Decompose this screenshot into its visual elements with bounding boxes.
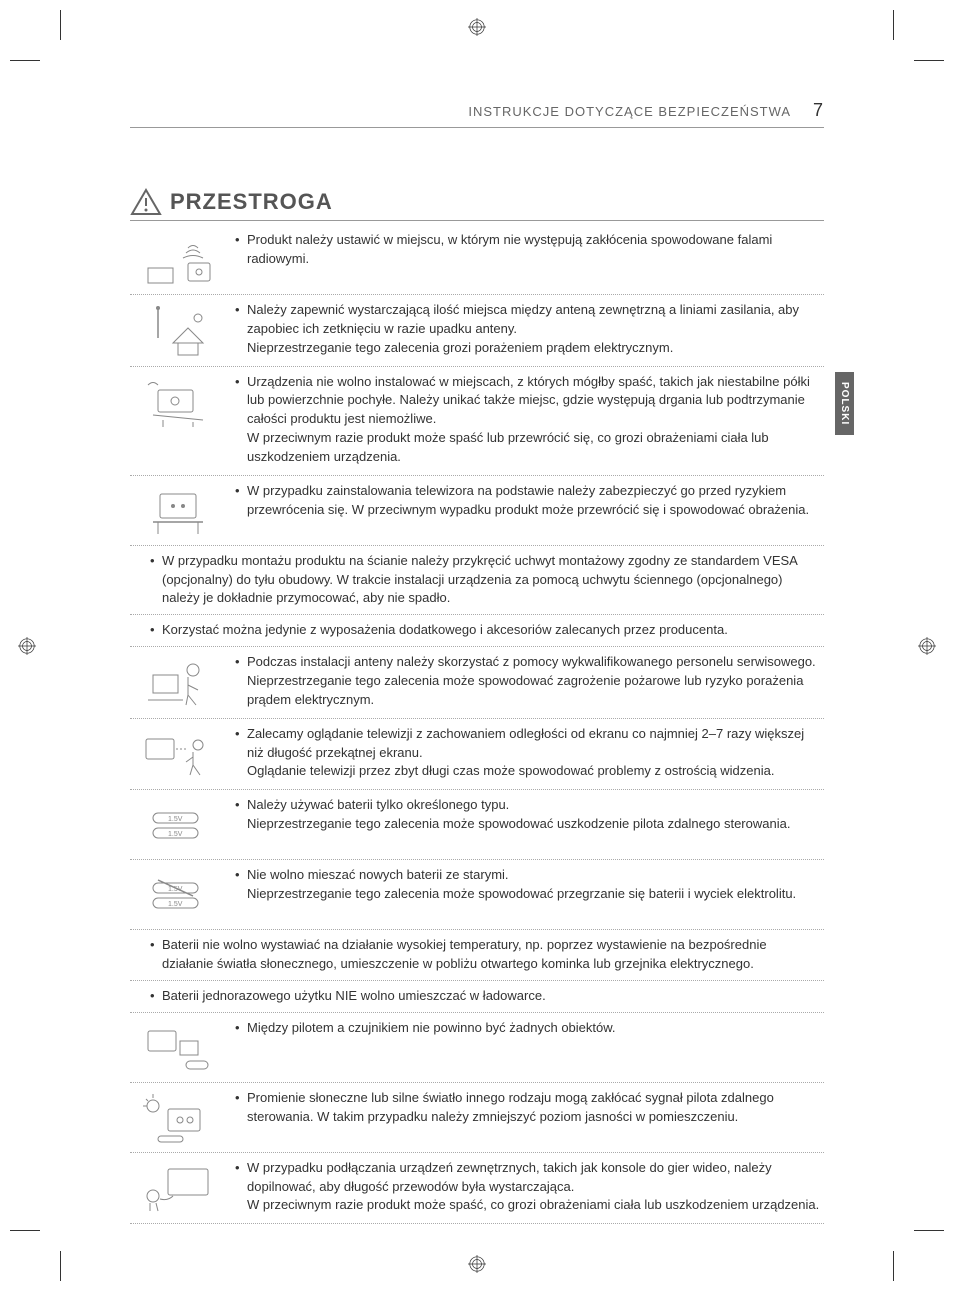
- caution-bullet: Zalecamy oglądanie telewizji z zachowani…: [235, 725, 824, 782]
- tv-stand-icon: [130, 482, 225, 539]
- caution-item-text: Podczas instalacji anteny należy skorzys…: [225, 653, 824, 712]
- caution-bullet: Urządzenia nie wolno instalować w miejsc…: [235, 373, 824, 467]
- caution-item: Podczas instalacji anteny należy skorzys…: [130, 647, 824, 719]
- caution-item: Produkt należy ustawić w miejscu, w któr…: [130, 225, 824, 295]
- caution-title: PRZESTROGA: [170, 189, 333, 215]
- caution-item: Urządzenia nie wolno instalować w miejsc…: [130, 367, 824, 476]
- section-title: INSTRUKCJE DOTYCZĄCE BEZPIECZEŃSTWA: [468, 104, 790, 119]
- caution-item-text: Produkt należy ustawić w miejscu, w któr…: [225, 231, 824, 288]
- external-device-icon: [130, 1159, 225, 1218]
- caution-item-text: Należy zapewnić wystarczającą ilość miej…: [225, 301, 824, 360]
- svg-text:1.5V: 1.5V: [168, 901, 183, 908]
- caution-bullet: W przypadku montażu produktu na ścianie …: [150, 552, 804, 609]
- caution-bullet: Nie wolno mieszać nowych baterii ze star…: [235, 866, 824, 904]
- caution-bullet: Promienie słoneczne lub silne światło in…: [235, 1089, 824, 1127]
- sunlight-icon: [130, 1089, 225, 1146]
- page-number: 7: [813, 100, 824, 120]
- antenna-icon: [130, 301, 225, 360]
- page-content: INSTRUKCJE DOTYCZĄCE BEZPIECZEŃSTWA 7 PR…: [0, 0, 954, 1284]
- caution-bullet: Baterii jednorazowego użytku NIE wolno u…: [150, 987, 804, 1006]
- caution-item: 1.5V 1.5V Należy używać baterii tylko okre…: [130, 790, 824, 860]
- caution-item-full: Baterii jednorazowego użytku NIE wolno u…: [130, 981, 824, 1013]
- caution-bullet: W przypadku zainstalowania telewizora na…: [235, 482, 824, 520]
- remote-obstruction-icon: [130, 1019, 225, 1076]
- svg-text:1.5V: 1.5V: [168, 816, 183, 823]
- caution-item: Między pilotem a czujnikiem nie powinno …: [130, 1013, 824, 1083]
- caution-item-text: Promienie słoneczne lub silne światło in…: [225, 1089, 824, 1146]
- page-header: INSTRUKCJE DOTYCZĄCE BEZPIECZEŃSTWA 7: [130, 100, 824, 128]
- caution-item: Należy zapewnić wystarczającą ilość miej…: [130, 295, 824, 367]
- batteries-icon: 1.5V 1.5V: [130, 796, 225, 853]
- caution-bullet: Baterii nie wolno wystawiać na działanie…: [150, 936, 804, 974]
- caution-bullet: Podczas instalacji anteny należy skorzys…: [235, 653, 824, 710]
- unstable-shelf-icon: [130, 373, 225, 469]
- caution-triangle-icon: [130, 188, 162, 216]
- caution-item-text: Należy używać baterii tylko określonego …: [225, 796, 824, 853]
- caution-bullet: Korzystać można jedynie z wyposażenia do…: [150, 621, 804, 640]
- radio-waves-icon: [130, 231, 225, 288]
- batteries-mix-icon: 1.5V1.5V: [130, 866, 225, 923]
- caution-bullet: Produkt należy ustawić w miejscu, w któr…: [235, 231, 824, 269]
- caution-item: W przypadku zainstalowania telewizora na…: [130, 476, 824, 546]
- svg-text:1.5V: 1.5V: [168, 831, 183, 838]
- caution-bullet: W przypadku podłączania urządzeń zewnętr…: [235, 1159, 824, 1216]
- caution-item-text: Urządzenia nie wolno instalować w miejsc…: [225, 373, 824, 469]
- caution-item-text: W przypadku podłączania urządzeń zewnętr…: [225, 1159, 824, 1218]
- caution-list: Produkt należy ustawić w miejscu, w któr…: [130, 225, 824, 1224]
- caution-bullet: Między pilotem a czujnikiem nie powinno …: [235, 1019, 824, 1038]
- caution-bullet: Należy używać baterii tylko określonego …: [235, 796, 824, 834]
- caution-item-text: Nie wolno mieszać nowych baterii ze star…: [225, 866, 824, 923]
- viewing-distance-icon: [130, 725, 225, 784]
- technician-icon: [130, 653, 225, 712]
- caution-item-full: W przypadku montażu produktu na ścianie …: [130, 546, 824, 616]
- caution-item: Zalecamy oglądanie telewizji z zachowani…: [130, 719, 824, 791]
- caution-item-full: Korzystać można jedynie z wyposażenia do…: [130, 615, 824, 647]
- caution-item-full: Baterii nie wolno wystawiać na działanie…: [130, 930, 824, 981]
- caution-header: PRZESTROGA: [130, 188, 824, 221]
- caution-bullet: Należy zapewnić wystarczającą ilość miej…: [235, 301, 824, 358]
- caution-item: Promienie słoneczne lub silne światło in…: [130, 1083, 824, 1153]
- caution-item: 1.5V1.5V Nie wolno mieszać nowych baterii…: [130, 860, 824, 930]
- caution-item-text: Zalecamy oglądanie telewizji z zachowani…: [225, 725, 824, 784]
- caution-item-text: W przypadku zainstalowania telewizora na…: [225, 482, 824, 539]
- caution-item: W przypadku podłączania urządzeń zewnętr…: [130, 1153, 824, 1225]
- caution-item-text: Między pilotem a czujnikiem nie powinno …: [225, 1019, 824, 1076]
